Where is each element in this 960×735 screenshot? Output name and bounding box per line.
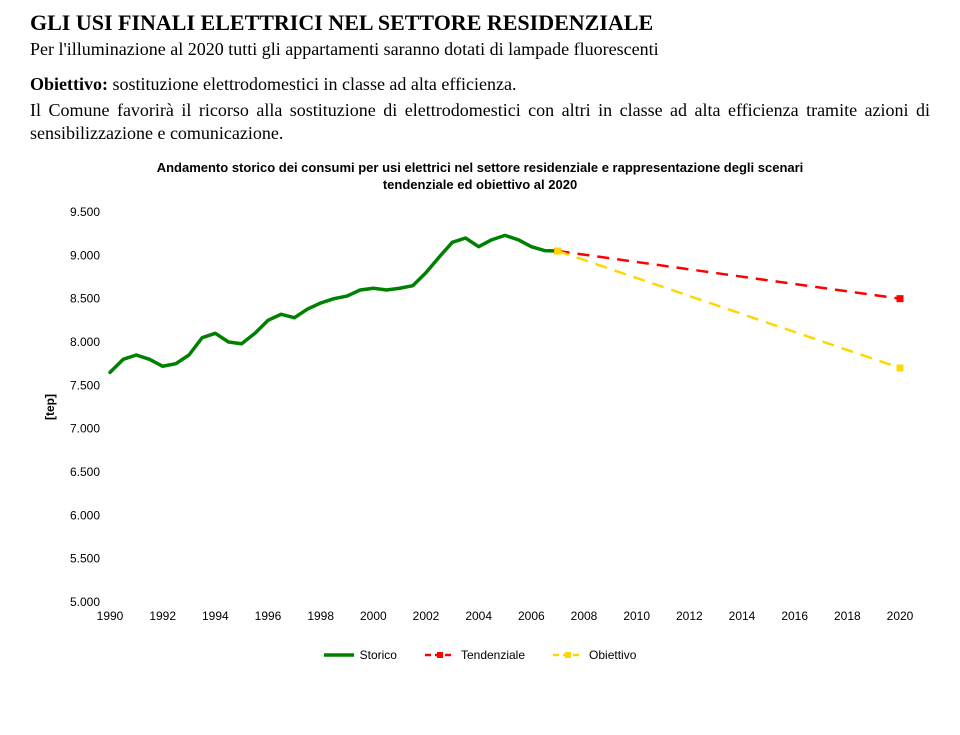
svg-text:5.500: 5.500	[70, 552, 100, 566]
svg-text:2018: 2018	[834, 609, 861, 623]
legend-item: Obiettivo	[553, 648, 636, 662]
chart-title-line2: tendenziale ed obiettivo al 2020	[383, 177, 577, 192]
page-title: GLI USI FINALI ELETTRICI NEL SETTORE RES…	[30, 10, 930, 36]
paragraph-1: Per l'illuminazione al 2020 tutti gli ap…	[30, 38, 930, 61]
svg-text:[tep]: [tep]	[43, 394, 57, 420]
chart-title-line1: Andamento storico dei consumi per usi el…	[157, 160, 804, 175]
chart-container: Andamento storico dei consumi per usi el…	[30, 160, 930, 662]
svg-text:2010: 2010	[623, 609, 650, 623]
legend-label: Obiettivo	[589, 648, 636, 662]
svg-text:2016: 2016	[781, 609, 808, 623]
legend-label: Storico	[360, 648, 397, 662]
svg-text:7.500: 7.500	[70, 379, 100, 393]
objective-label: Obiettivo:	[30, 74, 108, 94]
legend-item: Storico	[324, 648, 397, 662]
svg-text:2012: 2012	[676, 609, 703, 623]
svg-text:2006: 2006	[518, 609, 545, 623]
svg-text:1996: 1996	[255, 609, 282, 623]
legend-swatch	[553, 649, 583, 661]
svg-text:6.500: 6.500	[70, 465, 100, 479]
svg-text:2002: 2002	[413, 609, 440, 623]
chart-plot: 9.500 9.000 8.500 8.000 7.500 7.000 6.500 6.000…	[40, 202, 920, 642]
svg-text:1998: 1998	[307, 609, 334, 623]
objective-text: sostituzione elettrodomestici in classe …	[108, 74, 517, 94]
svg-text:2008: 2008	[571, 609, 598, 623]
svg-text:2014: 2014	[729, 609, 756, 623]
legend-swatch	[324, 649, 354, 661]
objective-line: Obiettivo: sostituzione elettrodomestici…	[30, 73, 930, 96]
svg-text:7.000: 7.000	[70, 422, 100, 436]
svg-text:2004: 2004	[465, 609, 492, 623]
svg-text:1994: 1994	[202, 609, 229, 623]
paragraph-2: Il Comune favorirà il ricorso alla sosti…	[30, 99, 930, 144]
svg-text:5.000: 5.000	[70, 595, 100, 609]
chart-title: Andamento storico dei consumi per usi el…	[30, 160, 930, 194]
svg-text:1990: 1990	[97, 609, 124, 623]
legend-label: Tendenziale	[461, 648, 525, 662]
svg-text:9.500: 9.500	[70, 205, 100, 219]
chart-legend: Storico Tendenziale Obiettivo	[30, 648, 930, 662]
svg-text:2020: 2020	[887, 609, 914, 623]
svg-text:8.500: 8.500	[70, 292, 100, 306]
svg-text:2000: 2000	[360, 609, 387, 623]
svg-text:9.000: 9.000	[70, 249, 100, 263]
svg-text:8.000: 8.000	[70, 335, 100, 349]
svg-text:1992: 1992	[149, 609, 176, 623]
legend-swatch	[425, 649, 455, 661]
legend-item: Tendenziale	[425, 648, 525, 662]
svg-text:6.000: 6.000	[70, 509, 100, 523]
